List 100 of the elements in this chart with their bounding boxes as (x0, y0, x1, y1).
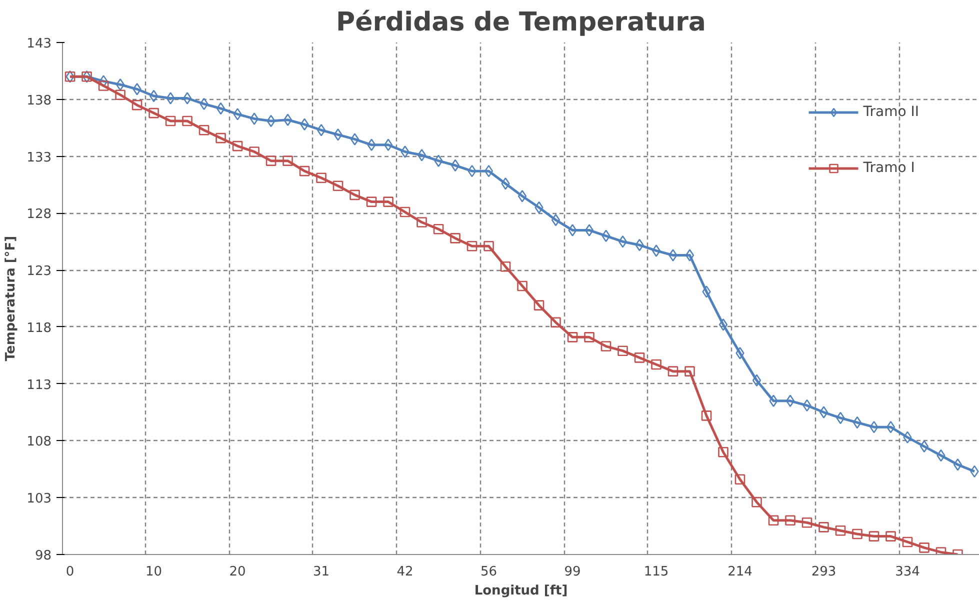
point (400, 206, 410, 218)
point (718, 318, 728, 331)
point (400, 146, 410, 158)
point (920, 440, 929, 453)
y-tick-label: 108 (26, 434, 52, 450)
point (835, 525, 846, 536)
x-axis-title: Longitud [ft] (474, 584, 568, 598)
point (149, 90, 158, 102)
point (752, 374, 762, 387)
chart-title: Pérdidas de Temperatura (336, 8, 706, 38)
point (568, 224, 577, 236)
point (652, 244, 661, 257)
x-tick-label: 0 (66, 564, 74, 580)
point (316, 172, 326, 184)
point (250, 112, 259, 125)
point (701, 410, 712, 421)
legend-label: Tramo I (863, 160, 915, 176)
y-tick-label: 123 (26, 264, 52, 280)
point (785, 515, 796, 526)
point (919, 542, 930, 553)
x-tick-label: 31 (313, 564, 330, 580)
point (818, 522, 829, 532)
point (416, 217, 427, 228)
point (166, 92, 175, 104)
point (618, 346, 628, 356)
x-tick-label: 214 (728, 564, 752, 580)
point (668, 366, 678, 376)
point (852, 416, 862, 429)
point (953, 458, 962, 471)
legend-label: Tramo II (863, 104, 919, 120)
point (550, 317, 561, 328)
point (216, 102, 226, 115)
point (684, 366, 695, 376)
point (852, 528, 862, 540)
point (584, 332, 594, 342)
point (518, 190, 527, 202)
point (198, 124, 210, 136)
point (819, 406, 828, 418)
point (868, 531, 880, 542)
x-tick-label: 115 (644, 564, 669, 580)
point (500, 261, 511, 272)
point (334, 128, 342, 141)
point (182, 92, 192, 104)
point (484, 241, 494, 252)
point (182, 116, 192, 126)
point (216, 132, 226, 144)
point (886, 420, 896, 434)
point (718, 446, 728, 458)
point (232, 140, 243, 152)
y-tick-label: 98 (34, 548, 52, 564)
point (584, 224, 594, 236)
point (786, 394, 795, 408)
point (148, 108, 159, 118)
point (651, 359, 662, 370)
point (249, 146, 260, 157)
point (802, 517, 812, 528)
point (233, 108, 242, 120)
point (98, 80, 109, 91)
y-tick-label: 113 (26, 378, 52, 393)
point (600, 341, 612, 352)
point (450, 159, 460, 172)
point (768, 515, 779, 526)
y-tick-label: 103 (26, 492, 52, 507)
point (417, 148, 426, 162)
point (316, 124, 326, 136)
y-axis-title: Temperatura [°F] (4, 236, 19, 362)
point (734, 474, 746, 485)
point (350, 133, 360, 146)
x-tick-label: 293 (811, 564, 836, 580)
point (702, 286, 711, 298)
point (115, 90, 126, 100)
x-tick-label: 42 (396, 564, 414, 580)
point (165, 116, 176, 126)
point (668, 249, 678, 262)
point (266, 156, 276, 166)
point (132, 83, 142, 96)
point (116, 78, 125, 91)
point (350, 190, 360, 200)
x-tick-label: 56 (480, 564, 498, 580)
point (902, 536, 913, 548)
point (551, 214, 560, 226)
point (517, 280, 528, 292)
point (567, 332, 578, 342)
point (886, 531, 896, 542)
point (283, 114, 292, 126)
point (685, 249, 694, 262)
point (434, 154, 443, 167)
y-tick-label: 128 (26, 207, 52, 222)
point (466, 241, 478, 252)
point (383, 196, 394, 207)
point (752, 497, 762, 508)
y-tick-label: 133 (26, 150, 52, 166)
point (484, 164, 494, 178)
point (534, 300, 544, 310)
x-tick-label: 334 (895, 564, 920, 580)
point (132, 100, 142, 110)
point (450, 233, 460, 244)
point (433, 224, 444, 234)
y-tick-label: 118 (26, 320, 52, 336)
x-tick-label: 99 (564, 564, 581, 580)
